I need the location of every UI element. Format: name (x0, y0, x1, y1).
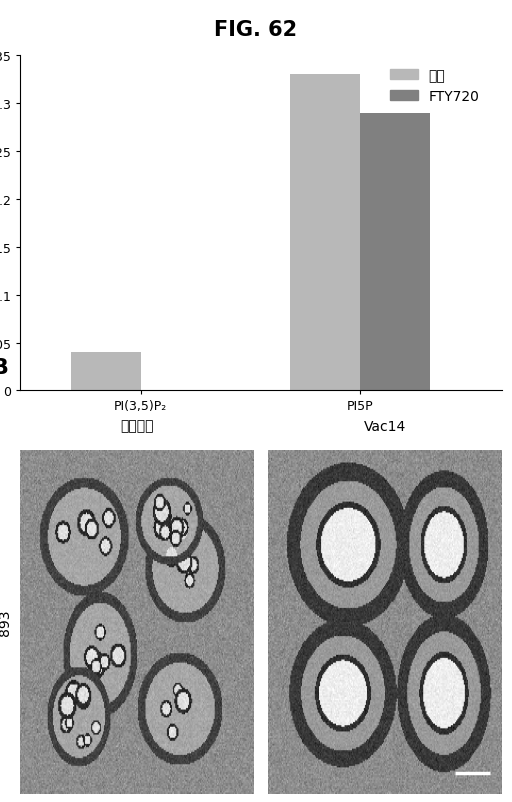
Legend: 対照, FTY720: 対照, FTY720 (385, 63, 485, 109)
Text: FIG. 62: FIG. 62 (215, 20, 297, 40)
Text: ベクター: ベクター (120, 419, 154, 433)
Text: Vac14: Vac14 (364, 419, 406, 433)
Text: 893: 893 (0, 610, 12, 636)
Text: B: B (0, 358, 9, 378)
Bar (290, 75, 359, 391)
Bar (71, 353, 141, 391)
Bar (359, 114, 430, 391)
